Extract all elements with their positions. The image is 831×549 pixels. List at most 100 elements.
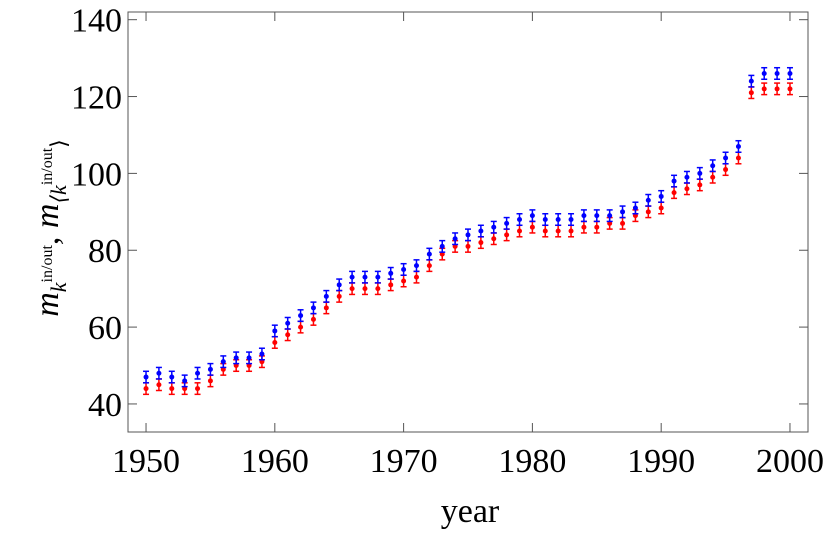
x-tick-label: 1960 xyxy=(241,443,309,480)
point xyxy=(735,155,741,161)
point xyxy=(259,351,265,357)
x-tick-label: 1980 xyxy=(498,443,566,480)
y-tick-label: 100 xyxy=(71,156,122,193)
point xyxy=(581,213,587,219)
point xyxy=(723,167,729,173)
point xyxy=(156,382,162,388)
point xyxy=(298,313,304,319)
x-axis-label: year xyxy=(441,493,500,530)
point xyxy=(517,217,523,223)
point xyxy=(388,270,394,276)
point xyxy=(748,90,754,96)
point xyxy=(723,155,729,161)
point xyxy=(774,70,780,76)
point xyxy=(349,274,355,280)
point xyxy=(246,355,252,361)
point xyxy=(362,286,368,292)
point xyxy=(323,305,329,311)
point xyxy=(233,355,239,361)
y-tick-label: 60 xyxy=(88,310,122,347)
y-label-part: in/out xyxy=(39,245,56,283)
plot-frame xyxy=(127,11,809,433)
point xyxy=(684,186,690,192)
y-tick-label: 140 xyxy=(71,3,122,40)
y-tick-label: 80 xyxy=(88,233,122,270)
y-label-part: m xyxy=(29,292,66,317)
point xyxy=(336,293,342,299)
y-label-part: m xyxy=(29,204,66,229)
point xyxy=(761,86,767,92)
point xyxy=(349,286,355,292)
point xyxy=(517,228,523,234)
point xyxy=(787,70,793,76)
point xyxy=(632,205,638,211)
point xyxy=(671,178,677,184)
point xyxy=(375,286,381,292)
point xyxy=(504,220,510,226)
point xyxy=(581,224,587,230)
point xyxy=(787,86,793,92)
y-axis-label: mkin/out, m⟨kin/out⟩ xyxy=(29,139,71,317)
point xyxy=(413,263,419,269)
point xyxy=(620,220,626,226)
point xyxy=(478,240,484,246)
point xyxy=(375,274,381,280)
point xyxy=(195,386,201,392)
point xyxy=(529,213,535,219)
y-label-part: , xyxy=(29,228,66,245)
point xyxy=(169,386,175,392)
point xyxy=(555,217,561,223)
y-tick-label: 40 xyxy=(88,387,122,424)
point xyxy=(491,224,497,230)
x-tick-label: 1970 xyxy=(370,443,438,480)
point xyxy=(143,374,149,380)
point xyxy=(594,213,600,219)
point xyxy=(645,197,651,203)
point xyxy=(607,213,613,219)
point xyxy=(285,320,291,326)
point xyxy=(310,316,316,322)
point xyxy=(478,228,484,234)
y-label-part: ⟨k xyxy=(46,184,71,204)
point xyxy=(710,174,716,180)
point xyxy=(182,378,188,384)
point xyxy=(671,190,677,196)
point xyxy=(362,274,368,280)
point xyxy=(568,228,574,234)
y-label-part: in/out xyxy=(39,147,56,185)
x-tick-label: 2000 xyxy=(756,443,824,480)
x-tick-label: 1990 xyxy=(627,443,695,480)
point xyxy=(323,293,329,299)
point xyxy=(465,243,471,249)
point xyxy=(426,263,432,269)
point xyxy=(413,274,419,280)
point xyxy=(555,228,561,234)
point xyxy=(285,332,291,338)
point xyxy=(735,143,741,149)
point xyxy=(220,359,226,365)
point xyxy=(272,339,278,345)
point xyxy=(491,236,497,242)
point xyxy=(298,324,304,330)
point xyxy=(568,217,574,223)
point xyxy=(439,243,445,249)
point xyxy=(272,328,278,334)
point xyxy=(697,170,703,176)
point xyxy=(465,232,471,238)
point xyxy=(401,278,407,284)
point xyxy=(774,86,780,92)
point xyxy=(504,232,510,238)
point xyxy=(143,386,149,392)
point xyxy=(207,378,213,384)
point xyxy=(684,174,690,180)
point xyxy=(658,193,664,199)
point xyxy=(542,228,548,234)
point xyxy=(620,209,626,215)
y-label-part: ⟩ xyxy=(46,139,71,148)
point xyxy=(645,209,651,215)
y-label-part: k xyxy=(46,281,71,292)
point xyxy=(195,370,201,376)
point xyxy=(594,224,600,230)
point xyxy=(401,266,407,272)
